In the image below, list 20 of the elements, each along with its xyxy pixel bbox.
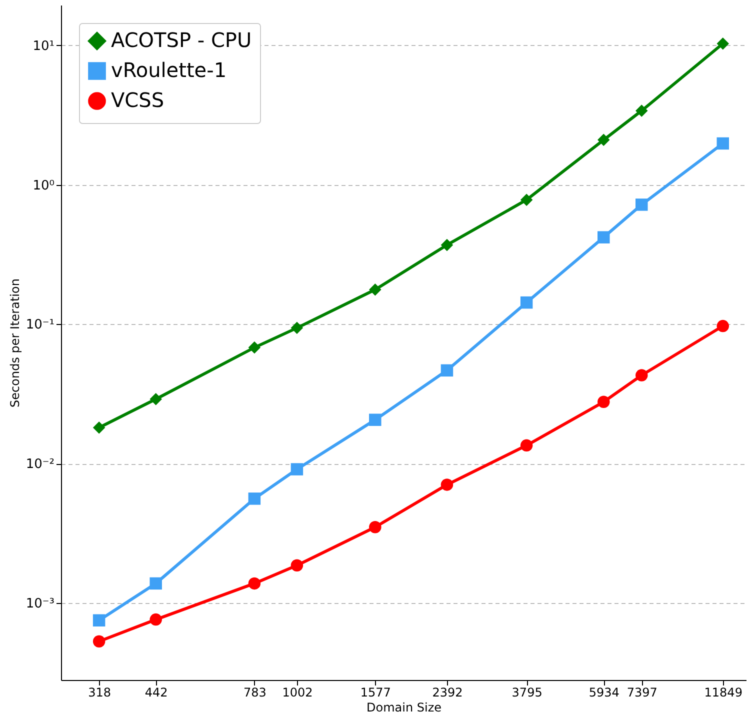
x-tick-label: 2392 bbox=[432, 686, 463, 700]
y-tick-label: 10⁻¹ bbox=[26, 318, 54, 333]
y-tick-label: 10⁰ bbox=[32, 178, 54, 194]
x-tick-label: 11849 bbox=[704, 686, 742, 700]
legend-label: ACOTSP - CPU bbox=[111, 28, 252, 52]
x-tick-label: 318 bbox=[88, 686, 112, 700]
x-tick-label: 783 bbox=[243, 686, 266, 700]
x-tick-label: 3795 bbox=[512, 686, 542, 700]
x-tick-label: 1577 bbox=[360, 686, 391, 700]
x-tick-label: 442 bbox=[144, 686, 168, 700]
x-axis-title: Domain Size bbox=[366, 700, 442, 714]
x-tick-label: 5934 bbox=[588, 686, 620, 700]
x-tick-label: 1002 bbox=[282, 686, 313, 700]
legend-label: vRoulette-1 bbox=[111, 58, 227, 82]
x-tick-label: 7397 bbox=[626, 686, 658, 700]
y-tick-label: 10⁻³ bbox=[26, 596, 54, 612]
legend-label: VCSS bbox=[111, 88, 164, 112]
y-tick-label: 10⁻² bbox=[26, 457, 54, 472]
y-tick-label: 10¹ bbox=[32, 38, 54, 54]
y-axis-title: Seconds per Iteration bbox=[8, 278, 22, 408]
